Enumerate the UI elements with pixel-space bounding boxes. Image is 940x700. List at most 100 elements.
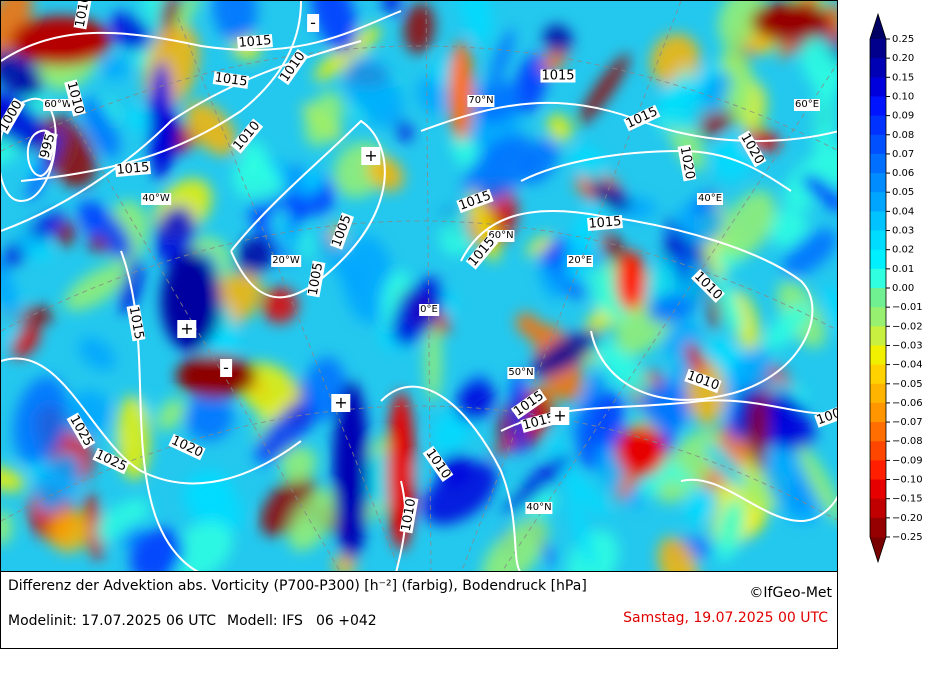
field-blob [783,145,837,209]
field-blob [718,1,765,49]
field-blob [455,380,495,422]
model-run: 06 +042 [316,613,377,629]
field-blob [232,158,281,204]
field-blob [173,1,201,31]
colorbar-segment [870,230,886,251]
field-blob [456,1,492,44]
field-blob [1,466,26,492]
vorticity-marker: + [331,394,351,412]
vorticity-marker: - [307,14,319,32]
field-blob [154,206,196,265]
colorbar-extend-bottom [870,537,886,562]
field-feature [333,381,369,561]
field-blob [515,312,543,339]
colorbar-tick-label: 0.02 [892,245,914,256]
colorbar-segment [870,58,886,78]
field-blob [78,337,116,371]
colorbar-segment [870,517,886,538]
field-blob [342,235,394,324]
field-blob [156,398,186,431]
colorbar-segment [870,288,886,308]
valid-time: Samstag, 19.07.2025 00 UTC [623,610,828,626]
field-blob [658,536,699,571]
colorbar-tick-label: −0.07 [892,417,923,428]
colorbar-tick-label: 0.04 [892,206,914,217]
isobar-label: 1015 [540,68,576,84]
field-blob [546,113,573,142]
colorbar-tick-label: 0.00 [892,283,914,294]
field-blob [642,381,691,431]
field-blob [572,371,603,442]
graticule-label: 20°E [566,255,594,267]
graticule-label: 40°W [141,193,171,205]
field-blob [83,492,103,561]
field-feature [176,354,256,398]
colorbar-tick-label: −0.15 [892,494,923,505]
field-feature [616,251,646,311]
colorbar-segment [870,326,886,346]
field-blob [82,97,120,159]
colorbar-tick-label: −0.10 [892,475,923,486]
field-blob [125,108,157,134]
colorbar: 0.25 0.20 0.15 0.10 0.09 0.08 0.07 0.06 0.05 0.04… [869,12,923,564]
field-blob [763,302,811,350]
colorbar-segment [870,345,886,366]
field-blob [639,466,672,497]
field-blob [666,215,691,287]
field-blob [646,293,694,324]
field-blob [768,208,808,248]
field-blob [313,25,382,82]
colorbar-segment [870,153,886,174]
colorbar-tick-label: −0.03 [892,340,923,351]
colorbar-segment [870,173,886,193]
field-blob [463,135,535,205]
colorbar-segment [870,422,886,442]
field-blob [1,510,13,546]
colorbar-segment [870,211,886,232]
field-blob [95,499,149,541]
field-blob [750,390,768,473]
colorbar-tick-label: −0.09 [892,455,923,466]
field-blob [304,91,344,147]
field-blob [18,234,50,261]
field-blob [594,445,643,508]
colorbar-segment [870,115,886,136]
field-blob [721,190,776,259]
field-blob [782,229,837,277]
field-blob [64,264,128,311]
graticule-label: 70°N [467,95,495,107]
field-blob [802,174,837,211]
field-blob [526,234,554,257]
colorbar-segment [870,460,886,481]
field-blob [1,249,18,316]
model-init: Modelinit: 17.07.2025 06 UTC [8,613,216,629]
field-blob [255,398,318,464]
field-blob [684,487,714,525]
colorbar-segment [870,96,886,117]
field-blob [183,476,243,534]
colorbar-segment [870,249,886,270]
field-blob [539,262,564,300]
field-blob [798,445,837,523]
colorbar-segment [870,402,886,423]
graticule-label: 60°E [793,99,821,111]
field-blob [235,236,274,276]
field-blob [212,1,258,43]
caption-title: Differenz der Advektion abs. Vorticity (… [8,578,587,594]
colorbar-tick-label: 0.15 [892,72,914,83]
colorbar-tick-label: −0.04 [892,360,923,371]
field-feature [11,16,111,66]
isobar-label: 1015 [236,33,274,51]
colorbar-tick-label: 0.25 [892,34,914,45]
colorbar-tick-label: −0.01 [892,302,923,313]
field-blob [589,180,631,211]
vorticity-marker: + [550,407,570,425]
colorbar-segment [870,307,886,327]
colorbar-extend-top [870,14,886,39]
field-blob [701,71,732,108]
map: 60°W 40°W 20°W 0°E 20°E 40°E 60°E 70°N 60°N 50°N 4… [0,0,838,572]
model-name: Modell: IFS [227,613,303,629]
graticule-label: 50°N [507,367,535,379]
field-blob [110,12,152,51]
field-blob [530,329,601,378]
